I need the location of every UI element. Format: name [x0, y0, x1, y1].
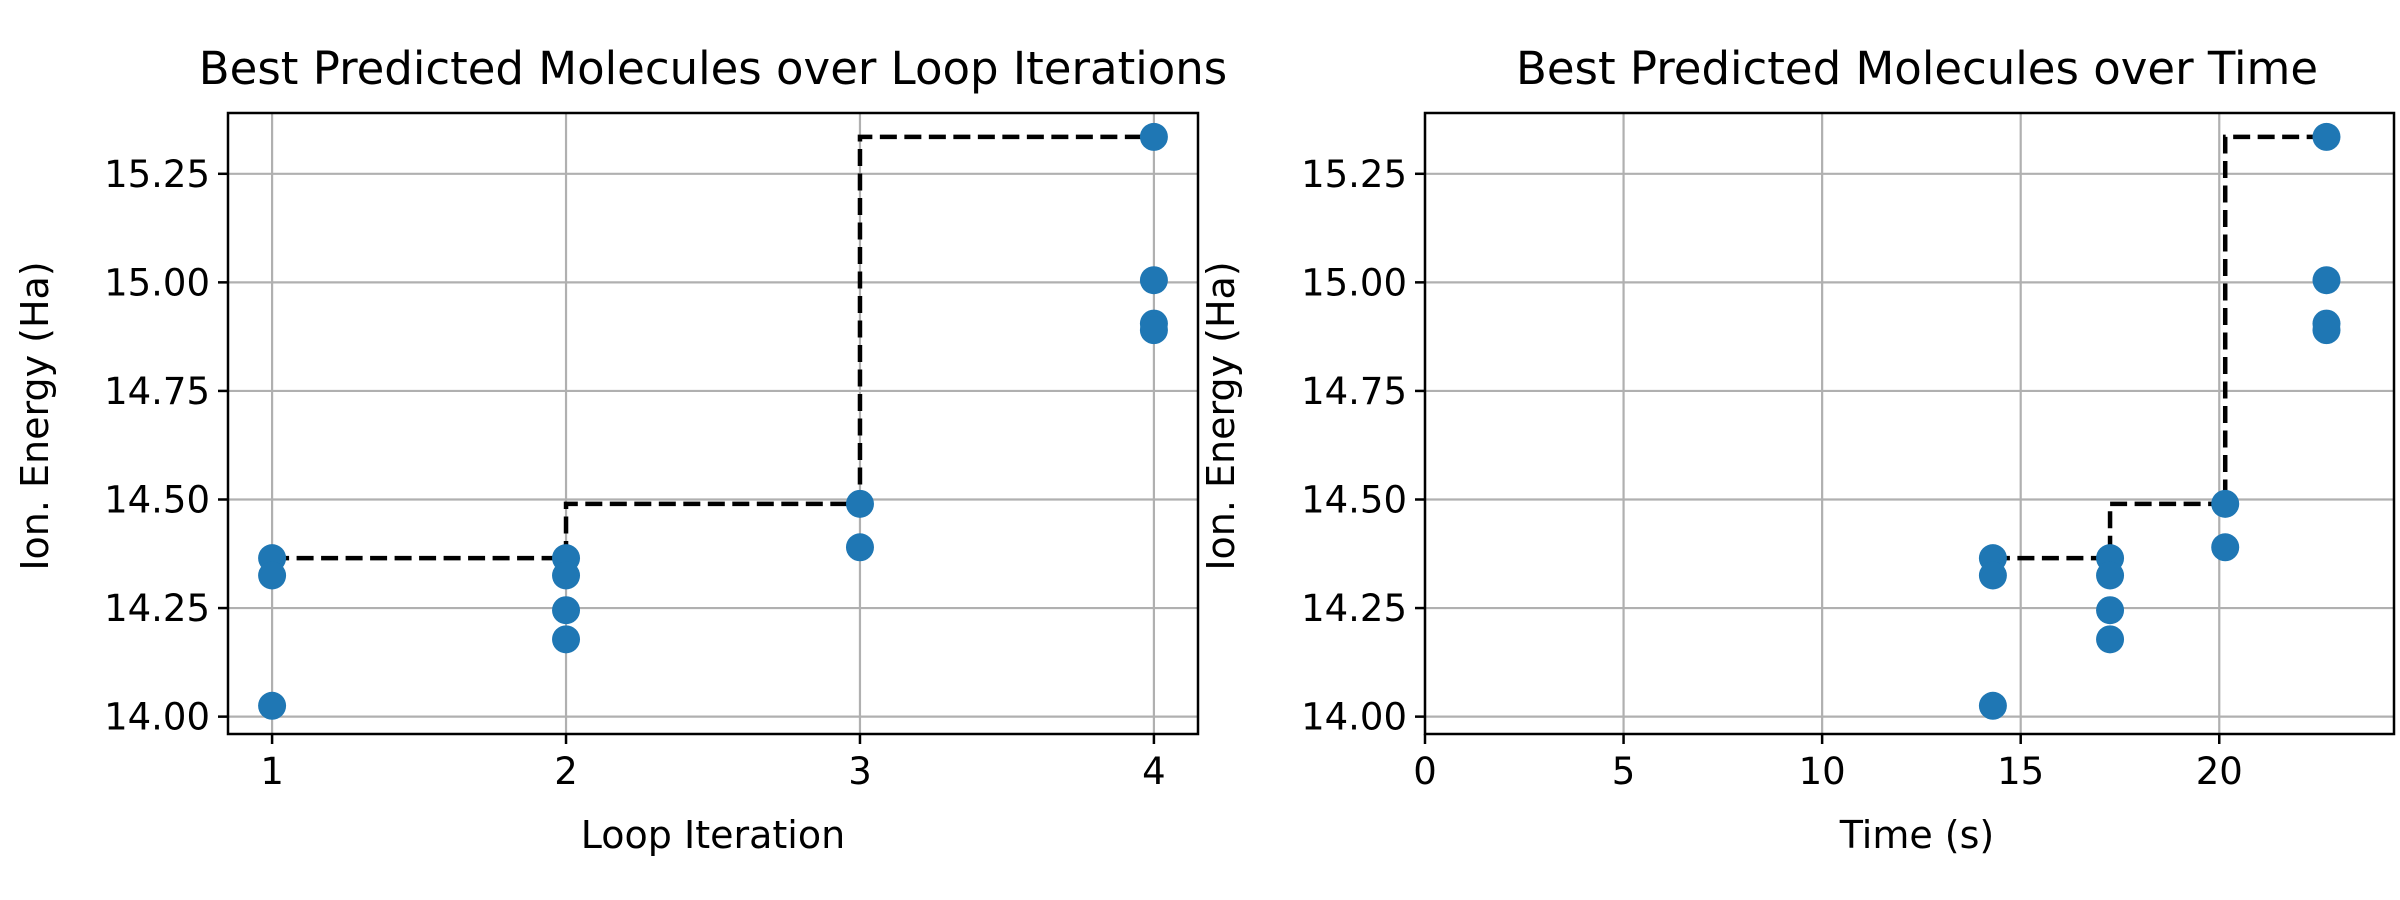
data-point: [845, 533, 874, 562]
y-tick-label: 14.50: [1301, 478, 1407, 521]
data-point: [2096, 596, 2125, 625]
data-point: [1978, 691, 2007, 720]
x-tick-label: 3: [848, 750, 872, 793]
axes-frame: [226, 111, 1200, 736]
x-tick-label: 15: [1997, 750, 2044, 793]
best-so-far-line: [272, 134, 1154, 561]
data-point: [1139, 122, 1168, 151]
y-tick-label: 15.00: [1301, 261, 1407, 304]
data-point: [2211, 533, 2240, 562]
best-so-far-line: [1992, 134, 2327, 561]
data-point: [845, 489, 874, 518]
x-tick-label: 4: [1142, 750, 1166, 793]
data-point: [1978, 561, 2007, 590]
chart-panel-time: Best Predicted Molecules over Time Time …: [1199, 42, 2396, 857]
y-tick-label: 14.00: [1301, 696, 1407, 739]
y-tick-label: 15.25: [1301, 153, 1407, 196]
data-point: [2096, 561, 2125, 590]
x-axis-label: Loop Iteration: [581, 813, 845, 857]
x-tick-label: 20: [2196, 750, 2243, 793]
data-point: [1139, 266, 1168, 295]
x-tick-label: 5: [1612, 750, 1636, 793]
data-point: [552, 596, 581, 625]
y-axis-label: Ion. Energy (Ha): [13, 261, 57, 570]
plot-area: 1 2 3 4 14.00 14.25 14.50 14.75 15.00 15.25: [104, 111, 1200, 793]
data-point: [2312, 266, 2341, 295]
y-tick-label: 15.25: [104, 153, 210, 196]
y-tick-label: 14.00: [104, 696, 210, 739]
chart-title: Best Predicted Molecules over Time: [1516, 42, 2318, 95]
y-tick-label: 14.25: [104, 587, 210, 630]
y-axis-label: Ion. Energy (Ha): [1199, 261, 1243, 570]
data-point: [552, 561, 581, 590]
x-axis-label: Time (s): [1839, 813, 1995, 857]
data-point: [2312, 122, 2341, 151]
x-tick-label: 0: [1413, 750, 1437, 793]
chart-panel-loop-iterations: Best Predicted Molecules over Loop Itera…: [13, 42, 1227, 857]
y-tick-label: 14.25: [1301, 587, 1407, 630]
data-point: [552, 625, 581, 654]
x-tick-label: 2: [554, 750, 578, 793]
x-tick-label: 1: [260, 750, 284, 793]
data-point: [2211, 489, 2240, 518]
plot-area: 0 5 10 15 20 14.00 14.25 14.50 14.75 15.00 15.25: [1301, 111, 2396, 793]
chart-title: Best Predicted Molecules over Loop Itera…: [199, 42, 1227, 95]
axes-frame: [1423, 111, 2396, 736]
data-point: [258, 691, 287, 720]
x-tick-label: 10: [1799, 750, 1846, 793]
data-point: [258, 561, 287, 590]
y-tick-label: 14.75: [1301, 370, 1407, 413]
data-point: [2096, 625, 2125, 654]
y-tick-label: 15.00: [104, 261, 210, 304]
y-tick-label: 14.50: [104, 478, 210, 521]
y-tick-label: 14.75: [104, 370, 210, 413]
data-point: [1139, 316, 1168, 345]
data-point: [2312, 316, 2341, 345]
